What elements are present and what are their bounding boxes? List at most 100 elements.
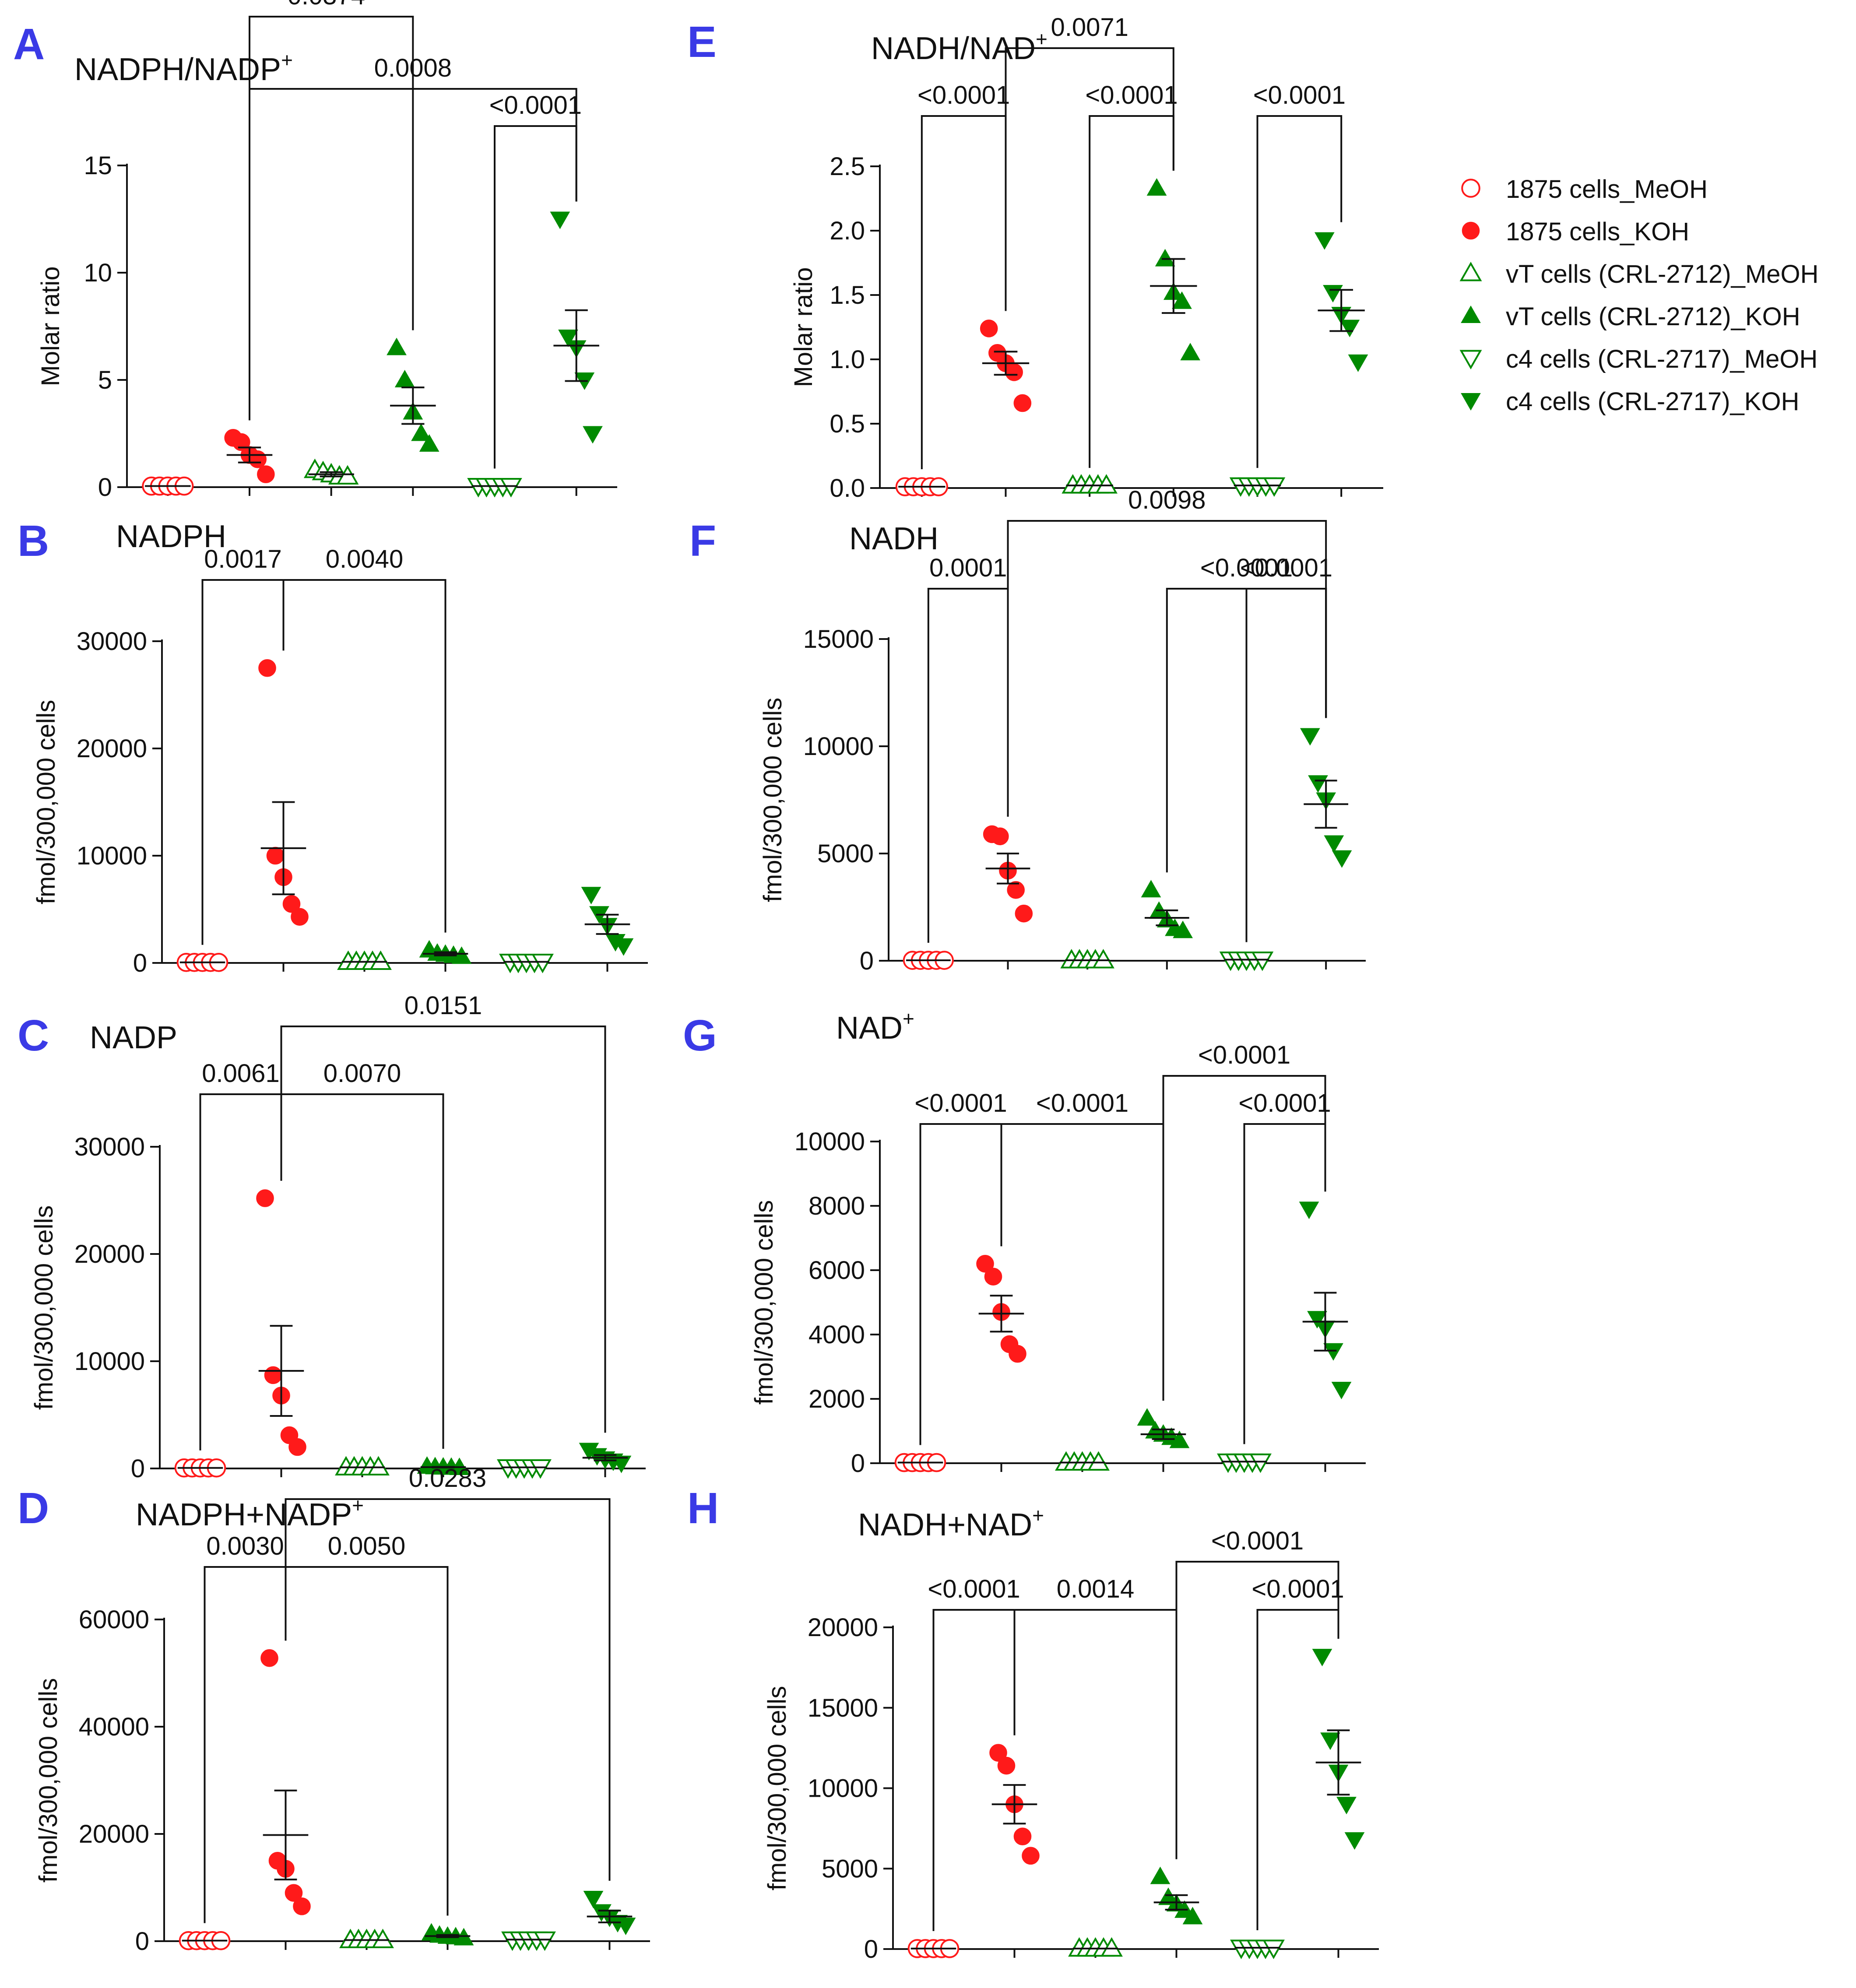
bracket-line [285, 1566, 449, 1916]
y-tick-label: 60000 [79, 1605, 149, 1634]
panel-title: NAD+ [836, 1007, 914, 1046]
p-value-label: 0.0001 [929, 554, 1007, 582]
panel-letter: C [18, 1011, 49, 1060]
comparison-bracket: 0.0070 [280, 1059, 444, 1449]
bracket-line [1245, 588, 1327, 942]
panel-letter: F [689, 516, 716, 565]
group-4 [1146, 178, 1201, 361]
panel-H: H NADH+NAD+ 0 5000 10000 15000 20000 fmol/300,0… [687, 1484, 1379, 1963]
p-value-label: <0.0001 [914, 1089, 1007, 1117]
y-axis-label: fmol/300,000 cells [30, 1205, 58, 1410]
group-3 [1062, 474, 1118, 494]
y-tick-label: 5000 [817, 839, 874, 868]
comparison-bracket: <0.0001 [1240, 554, 1332, 942]
p-value-label: 0.0151 [404, 991, 482, 1020]
panel-title: NADPH/NADP+ [74, 49, 293, 87]
y-tick-label: 10000 [803, 732, 874, 761]
title-superscript: + [1032, 1504, 1044, 1527]
group-5 [501, 1931, 556, 1951]
y-tick-label: 5000 [822, 1855, 878, 1883]
legend: 1875 cells_MeOH 1875 cells_KOH vT cells (C… [1459, 175, 1818, 416]
comparison-bracket: 0.0050 [285, 1532, 449, 1916]
data-point [531, 954, 554, 973]
comparison-bracket: <0.0001 [1000, 1089, 1164, 1401]
panel-E: E NADH/NAD+ 0.0 0.5 1.0 1.5 2.0 2.5 Molar ratio 0… [687, 13, 1383, 502]
p-value-label: <0.0001 [1251, 1575, 1344, 1603]
y-tick-label: 2.5 [830, 152, 865, 181]
p-value-label: <0.0001 [1085, 81, 1178, 109]
group-4 [1141, 880, 1193, 938]
group-2 [976, 1255, 1026, 1363]
y-axis-label: Molar ratio [789, 267, 818, 387]
p-value-label: 0.0030 [206, 1532, 284, 1560]
bracket-line [1243, 1123, 1326, 1444]
group-1 [174, 1458, 226, 1478]
data-point [976, 1255, 994, 1273]
group-3 [335, 1456, 390, 1476]
y-tick-label: 10 [84, 259, 112, 287]
data-point [291, 908, 309, 926]
group-3 [303, 458, 359, 485]
group-5 [1229, 477, 1286, 497]
data-point [611, 1455, 632, 1473]
y-tick-label: 30000 [77, 627, 147, 656]
bracket-line [921, 115, 1007, 470]
p-value-label: <0.0001 [1238, 1089, 1331, 1117]
bracket-line [280, 1093, 444, 1449]
bracket-line [199, 1093, 282, 1451]
group-1 [142, 476, 194, 496]
data-point [260, 1649, 278, 1667]
y-tick-label: 5 [98, 366, 112, 394]
y-tick-label: 15000 [808, 1694, 878, 1722]
y-tick-label: 40000 [79, 1713, 149, 1741]
bracket-line [1089, 115, 1174, 468]
group-4 [419, 940, 472, 964]
group-6 [583, 1891, 636, 1935]
group-3 [1055, 1451, 1110, 1471]
group-1 [176, 952, 228, 972]
data-point [529, 1459, 552, 1479]
comparison-bracket: 0.0374* [249, 0, 414, 421]
y-axis-label: fmol/300,000 cells [759, 698, 787, 902]
group-6 [579, 1443, 632, 1473]
y-axis-label: Molar ratio [36, 267, 65, 386]
bracket-line [282, 579, 446, 933]
comparison-bracket: <0.0001 [1162, 1041, 1326, 1401]
group-2 [258, 659, 309, 926]
y-tick-label: 10000 [74, 1347, 145, 1376]
data-point [1299, 1201, 1319, 1219]
comparison-bracket: <0.0001 [1253, 81, 1346, 468]
group-2 [260, 1649, 311, 1915]
group-1 [903, 951, 954, 970]
data-point [232, 433, 250, 451]
group-5 [1219, 952, 1274, 971]
y-tick-label: 0 [851, 1449, 865, 1478]
data-point [583, 426, 603, 444]
data-point [1087, 1451, 1110, 1471]
data-point [1180, 343, 1201, 361]
legend-label: 1875 cells_MeOH [1506, 175, 1708, 204]
group-3 [1060, 948, 1114, 969]
p-value-label: 0.0014 [1057, 1575, 1134, 1603]
y-tick-label: 20000 [79, 1820, 149, 1848]
p-value-label: <0.0001 [489, 91, 582, 119]
p-value-label: 0.0061 [202, 1059, 279, 1088]
data-point [256, 1189, 274, 1207]
group-3 [339, 1928, 394, 1949]
title-superscript: + [1036, 28, 1048, 50]
data-point [372, 1928, 394, 1949]
data-point [558, 330, 578, 348]
data-point [613, 938, 634, 956]
y-axis-label: fmol/300,000 cells [763, 1686, 791, 1890]
panel-B: B NADPH 0 10000 20000 30000 fmol/300,000 cells… [18, 516, 648, 977]
group-1 [907, 1939, 960, 1958]
legend-marker [1461, 179, 1480, 198]
bracket-line [204, 1566, 287, 1923]
y-axis-label: fmol/300,000 cells [32, 700, 60, 904]
y-tick-label: 0.0 [830, 474, 865, 502]
p-value-label: <0.0001 [928, 1575, 1020, 1603]
data-point [534, 1931, 556, 1951]
comparison-bracket: 0.0061 [199, 1059, 282, 1451]
p-value-label: 0.0040 [326, 545, 403, 573]
data-point [288, 1438, 306, 1456]
